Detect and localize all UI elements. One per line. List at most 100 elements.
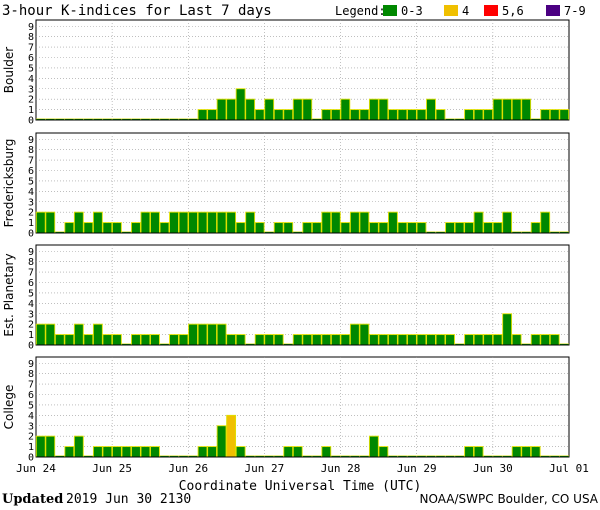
kp-bar	[511, 98, 522, 121]
kp-bar	[264, 98, 275, 121]
source-credit: NOAA/SWPC Boulder, CO USA	[420, 492, 599, 506]
kp-bar	[92, 323, 103, 346]
kp-bar	[140, 211, 151, 234]
kp-bar	[150, 446, 160, 458]
kp-bar	[359, 109, 370, 121]
x-axis-ticks: Jun 24 Jun 25 Jun 26 Jun 27 Jun 28 Jun 29 Jun …	[16, 462, 589, 475]
kp-bar	[235, 334, 246, 346]
y-tick-label: 4	[28, 299, 34, 310]
kp-bar	[407, 334, 417, 346]
kp-bar	[511, 446, 522, 458]
kp-bar	[273, 334, 284, 346]
legend-swatch-0-3	[383, 5, 397, 16]
y-tick-label: 7	[28, 268, 34, 279]
kp-bar	[321, 334, 332, 346]
kp-bar	[54, 334, 65, 346]
kp-bar	[464, 109, 474, 121]
kp-bar	[540, 211, 551, 234]
station-label: Fredericksburg	[2, 139, 16, 228]
kp-bar	[121, 446, 132, 458]
kp-bar	[502, 211, 513, 234]
kp-bar	[492, 222, 503, 234]
panel-frame	[35, 356, 570, 458]
kp-bar	[226, 211, 237, 234]
kp-bar	[388, 211, 398, 234]
legend-text-0-3: 0-3	[401, 4, 423, 18]
kp-bar	[273, 109, 284, 121]
kp-bar	[35, 211, 46, 234]
legend-swatch-7-9	[546, 5, 560, 16]
x-tick-label: Jul 01	[549, 462, 589, 475]
station-label: Est. Planetary	[2, 253, 16, 336]
kp-bar	[102, 222, 113, 234]
kp-bar	[254, 334, 265, 346]
kp-bar	[492, 98, 503, 121]
kp-bar	[102, 334, 113, 346]
kp-bar	[521, 446, 532, 458]
y-tick-label: 4	[28, 411, 34, 422]
kp-bar	[226, 334, 237, 346]
y-tick-label: 7	[28, 43, 34, 54]
y-tick-label: 3	[28, 421, 34, 432]
kp-bar	[302, 222, 313, 234]
y-tick-label: 6	[28, 166, 34, 177]
kp-bar	[330, 109, 341, 121]
y-tick-label: 0	[28, 116, 34, 127]
x-tick-label: Jun 29	[397, 462, 437, 475]
panel-frame	[35, 244, 570, 346]
legend-text-4: 4	[462, 4, 469, 18]
kp-bar	[140, 334, 151, 346]
kp-bar	[35, 323, 46, 346]
kp-bar	[426, 98, 436, 121]
kp-bar	[292, 334, 303, 346]
x-tick-label: Jun 24	[16, 462, 56, 475]
kp-bar	[321, 211, 332, 234]
kp-bar	[197, 211, 208, 234]
kp-bar	[188, 323, 198, 346]
updated-value: 2019 Jun 30 2130	[66, 492, 191, 507]
kp-bar	[445, 334, 455, 346]
kp-bar	[111, 446, 122, 458]
kp-bar	[45, 211, 56, 234]
kp-bar	[207, 211, 217, 234]
kp-bar	[454, 222, 465, 234]
kp-bar	[483, 222, 494, 234]
kp-bar	[388, 109, 398, 121]
kp-bar	[197, 446, 208, 458]
kp-bar	[464, 446, 474, 458]
kp-bar	[83, 334, 94, 346]
kp-bar	[464, 222, 474, 234]
updated-label: Updated	[2, 492, 63, 507]
kp-bar	[235, 88, 246, 121]
y-tick-label: 2	[28, 432, 34, 443]
y-tick-label: 7	[28, 380, 34, 391]
kp-bar	[64, 222, 75, 234]
kp-bar	[378, 222, 389, 234]
y-tick-label: 3	[28, 197, 34, 208]
kp-bar	[73, 323, 84, 346]
kp-bar	[140, 446, 151, 458]
kp-bar	[416, 222, 427, 234]
kp-bar	[73, 211, 84, 234]
y-tick-label: 5	[28, 176, 34, 187]
kp-bar	[207, 323, 217, 346]
kp-bar	[169, 334, 179, 346]
kp-bar	[207, 446, 217, 458]
kp-bar	[131, 334, 141, 346]
kp-bar	[530, 334, 541, 346]
y-tick-label: 9	[28, 22, 34, 33]
kp-bar	[188, 211, 198, 234]
y-tick-label: 2	[28, 320, 34, 331]
kp-bar	[397, 222, 408, 234]
kp-bar	[368, 435, 379, 458]
kp-bar	[559, 109, 570, 121]
kp-bar	[45, 435, 56, 458]
kp-bar	[483, 334, 494, 346]
kp-bar	[197, 109, 208, 121]
kp-bar	[207, 109, 217, 121]
y-tick-label: 6	[28, 390, 34, 401]
kp-bar	[254, 109, 265, 121]
kp-bar	[530, 222, 541, 234]
